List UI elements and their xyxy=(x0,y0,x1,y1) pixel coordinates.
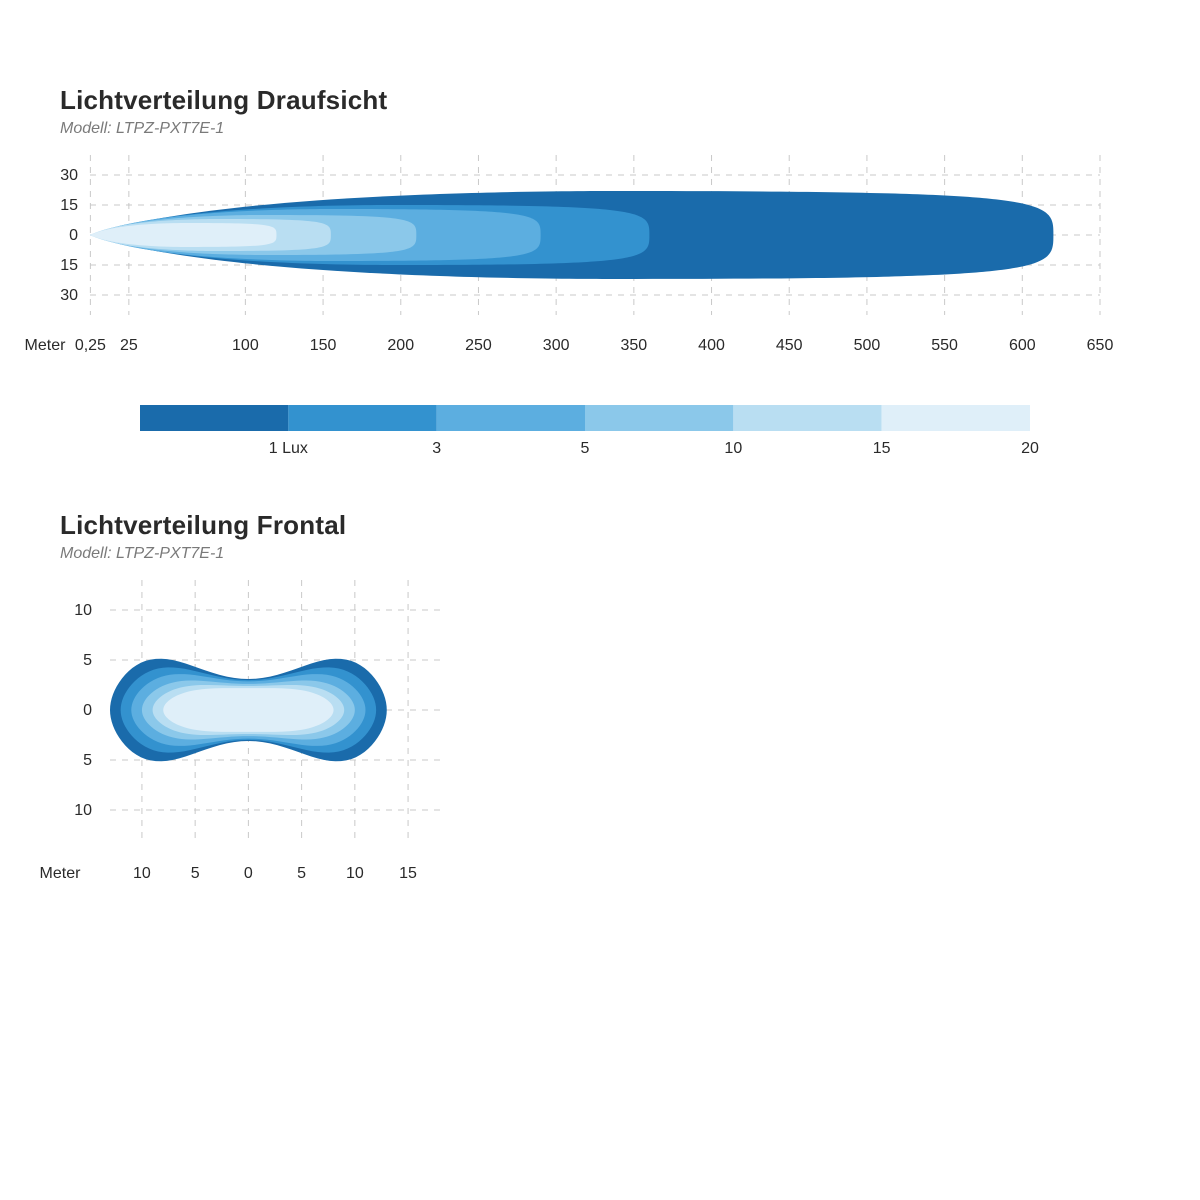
chart2-title: Lichtverteilung Frontal xyxy=(60,510,346,541)
lux-legend: 1 Lux 3 5 10 15 20 xyxy=(0,405,1140,465)
chart1-subtitle: Modell: LTPZ-PXT7E-1 xyxy=(60,120,387,138)
legend-label: 1 Lux xyxy=(269,440,308,457)
chart1-x-tick: 350 xyxy=(620,337,647,354)
chart1-plot: 301501530Meter0,252510015020025030035040… xyxy=(0,155,1140,380)
chart2-y-tick: 5 xyxy=(83,652,92,669)
chart2-x-tick: 15 xyxy=(399,865,417,882)
chart2-y-tick: 5 xyxy=(83,752,92,769)
chart2-x-tick: 10 xyxy=(346,865,364,882)
chart1-x-tick: 400 xyxy=(698,337,725,354)
chart2-y-tick: 0 xyxy=(83,702,92,719)
chart1-x-label: Meter xyxy=(25,337,67,354)
chart1-y-tick: 0 xyxy=(69,227,78,244)
legend-label: 3 xyxy=(432,440,441,457)
chart1-x-tick: 650 xyxy=(1087,337,1114,354)
legend-block xyxy=(585,405,733,431)
chart1-x-tick: 450 xyxy=(776,337,803,354)
chart1-x-tick: 0,25 xyxy=(75,337,106,354)
legend-block xyxy=(882,405,1030,431)
chart2-y-tick: 10 xyxy=(74,602,92,619)
chart2-x-label: Meter xyxy=(40,865,82,882)
chart1-x-tick: 200 xyxy=(387,337,414,354)
legend-label: 5 xyxy=(581,440,590,457)
chart2-subtitle: Modell: LTPZ-PXT7E-1 xyxy=(60,545,346,563)
legend-label: 10 xyxy=(724,440,742,457)
legend-block xyxy=(733,405,881,431)
legend-label: 20 xyxy=(1021,440,1039,457)
chart2-plot: 10 5 0 5 10 Meter 10 5 0 5 10 15 xyxy=(0,580,520,910)
chart1-y-tick: 15 xyxy=(60,197,78,214)
chart1-x-tick: 600 xyxy=(1009,337,1036,354)
chart1-x-tick: 100 xyxy=(232,337,259,354)
chart2-x-tick: 5 xyxy=(191,865,200,882)
chart2-x-tick: 5 xyxy=(297,865,306,882)
chart1-x-tick: 25 xyxy=(120,337,138,354)
chart1-y-tick: 15 xyxy=(60,257,78,274)
chart1-y-tick: 30 xyxy=(60,287,78,304)
chart2-y-tick: 10 xyxy=(74,802,92,819)
chart2-x-tick: 10 xyxy=(133,865,151,882)
chart2-x-tick: 0 xyxy=(244,865,253,882)
chart1-x-tick: 500 xyxy=(854,337,881,354)
legend-block xyxy=(140,405,288,431)
chart1-title: Lichtverteilung Draufsicht xyxy=(60,85,387,116)
legend-label: 15 xyxy=(873,440,891,457)
chart1-x-tick: 250 xyxy=(465,337,492,354)
chart1-y-tick: 30 xyxy=(60,167,78,184)
chart1-x-tick: 150 xyxy=(310,337,337,354)
legend-block xyxy=(288,405,436,431)
chart1-x-tick: 300 xyxy=(543,337,570,354)
chart2-contour xyxy=(163,688,333,732)
chart1-x-tick: 550 xyxy=(931,337,958,354)
legend-block xyxy=(437,405,585,431)
